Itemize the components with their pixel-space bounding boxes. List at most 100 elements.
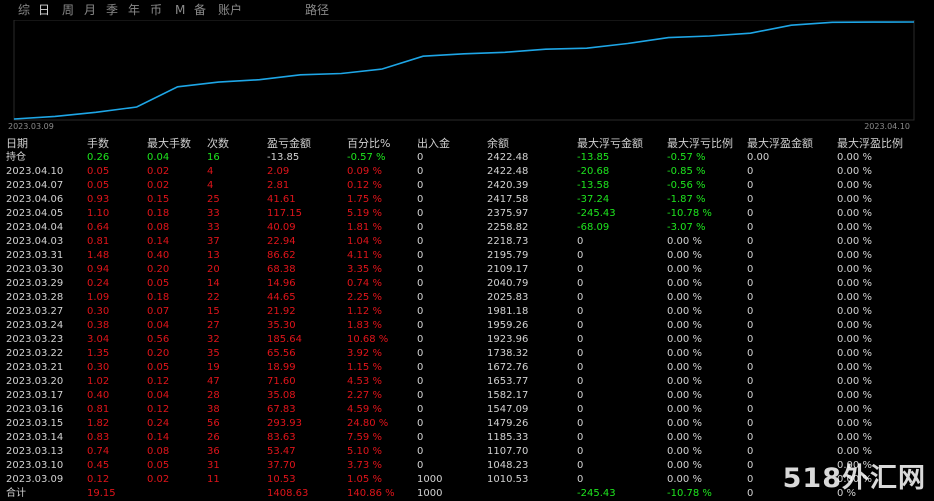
- table-row[interactable]: 2023.04.03 0.81 0.14 37 22.94 1.04 % 0 2218.73 0…: [0, 235, 934, 249]
- watermark-logo: 518外汇网: [782, 463, 926, 494]
- cell-max-lots: 0.02: [147, 180, 170, 191]
- cell-balance: 1981.18: [487, 306, 529, 317]
- holding-row[interactable]: 持仓 0.26 0.04 16 -13.85 -0.57 % 0 2422.48 -13.85 -…: [0, 151, 934, 165]
- cell-date: 2023.03.10: [6, 460, 64, 471]
- table-row[interactable]: 2023.03.31 1.48 0.40 13 86.62 4.11 % 0 2195.79 0…: [0, 249, 934, 263]
- cell-trades: 35: [207, 348, 220, 359]
- tab-6[interactable]: 币: [150, 3, 163, 17]
- cell-max-float-loss-pct: 0.00 %: [667, 250, 702, 261]
- cell-max-float-profit: 0: [747, 236, 754, 247]
- tab-0[interactable]: 综: [18, 3, 31, 17]
- table-row[interactable]: 2023.04.06 0.93 0.15 25 41.61 1.75 % 0 2417.58 -…: [0, 193, 934, 207]
- cell-max-lots: 0.04: [147, 390, 170, 401]
- cell-trades: 28: [207, 390, 220, 401]
- table-row[interactable]: 2023.03.22 1.35 0.20 35 65.56 3.92 % 0 1738.32 0…: [0, 347, 934, 361]
- cell-max-float-profit-pct: 0.00 %: [837, 306, 872, 317]
- column-header: 最大浮亏金额: [577, 137, 643, 150]
- cell-max-lots: 0.56: [147, 334, 170, 345]
- cell-max-float-profit-pct: 0.00 %: [837, 362, 872, 373]
- cell-date: 2023.04.03: [6, 236, 64, 247]
- cell-balance: 1582.17: [487, 390, 529, 401]
- cell-pnl: 37.70: [267, 460, 296, 471]
- total-row[interactable]: 合计 19.15 1408.63 140.86 % 1000 -245.43 -10.78 …: [0, 487, 934, 501]
- cell-pct: 0.74 %: [347, 278, 382, 289]
- cell-lots: 1.10: [87, 208, 110, 219]
- x-axis-end-label: 2023.04.10: [864, 122, 910, 131]
- table-row[interactable]: 2023.04.10 0.05 0.02 4 2.09 0.09 % 0 2422.48 -20…: [0, 165, 934, 179]
- tab-9[interactable]: 账户: [218, 3, 243, 17]
- cell-balance: 2025.83: [487, 292, 529, 303]
- table-row[interactable]: 2023.04.05 1.10 0.18 33 117.15 5.19 % 0 2375.97…: [0, 207, 934, 221]
- cell-max-float-profit-pct: 0.00 %: [837, 222, 872, 233]
- cell-max-lots: 0.15: [147, 194, 170, 205]
- cell-max-float-loss: -13.58: [577, 180, 610, 191]
- cell-io: 0: [417, 292, 424, 303]
- column-header: 百分比%: [347, 137, 391, 150]
- tab-1[interactable]: 日: [38, 3, 51, 17]
- tab-8[interactable]: 备: [194, 3, 207, 17]
- cell-io: 0: [417, 222, 424, 233]
- cell-lots: 0.24: [87, 278, 110, 289]
- cell-pct: 4.11 %: [347, 250, 382, 261]
- cell-max-float-loss-pct: 0.00 %: [667, 292, 702, 303]
- table-row[interactable]: 2023.03.10 0.45 0.05 31 37.70 3.73 % 0 1048.23 0…: [0, 459, 934, 473]
- tab-4[interactable]: 季: [106, 3, 119, 17]
- tab-7[interactable]: M: [175, 3, 186, 17]
- table-row[interactable]: 2023.03.30 0.94 0.20 20 68.38 3.35 % 0 2109.17 0…: [0, 263, 934, 277]
- tab-2[interactable]: 周: [62, 3, 75, 17]
- tab-5[interactable]: 年: [128, 3, 141, 17]
- table-row[interactable]: 2023.03.27 0.30 0.07 15 21.92 1.12 % 0 1981.18 0…: [0, 305, 934, 319]
- table-row[interactable]: 2023.03.24 0.38 0.04 27 35.30 1.83 % 0 1959.26 0…: [0, 319, 934, 333]
- cell-max-float-profit-pct: 0 %: [837, 488, 857, 499]
- cell-date: 2023.03.20: [6, 376, 64, 387]
- cell-date: 持仓: [6, 152, 26, 163]
- table-row[interactable]: 2023.03.21 0.30 0.05 19 18.99 1.15 % 0 1672.76 0…: [0, 361, 934, 375]
- cell-pct: 0.12 %: [347, 180, 382, 191]
- table-row[interactable]: 2023.03.28 1.09 0.18 22 44.65 2.25 % 0 2025.83 0…: [0, 291, 934, 305]
- cell-trades: 56: [207, 418, 220, 429]
- cell-balance: 2417.58: [487, 194, 529, 205]
- cell-balance: 2422.48: [487, 152, 529, 163]
- cell-lots: 0.40: [87, 390, 110, 401]
- cell-lots: 0.83: [87, 432, 110, 443]
- table-row[interactable]: 2023.03.17 0.40 0.04 28 35.08 2.27 % 0 1582.17 0…: [0, 389, 934, 403]
- table-row[interactable]: 2023.04.07 0.05 0.02 4 2.81 0.12 % 0 2420.39 -13…: [0, 179, 934, 193]
- cell-balance: 1107.70: [487, 446, 529, 457]
- table-row[interactable]: 2023.03.15 1.82 0.24 56 293.93 24.80 % 0 1479.2…: [0, 417, 934, 431]
- table-row[interactable]: 2023.03.13 0.74 0.08 36 53.47 5.10 % 0 1107.70 0…: [0, 445, 934, 459]
- cell-max-float-profit-pct: 0.00 %: [837, 460, 872, 471]
- table-row[interactable]: 2023.03.14 0.83 0.14 26 83.63 7.59 % 0 1185.33 0…: [0, 431, 934, 445]
- cell-io: 0: [417, 432, 424, 443]
- table-row[interactable]: 2023.03.16 0.81 0.12 38 67.83 4.59 % 0 1547.09 0…: [0, 403, 934, 417]
- cell-max-float-loss: -20.68: [577, 166, 610, 177]
- cell-max-float-profit: 0: [747, 488, 754, 499]
- table-row[interactable]: 2023.03.23 3.04 0.56 32 185.64 10.68 % 0 1923.9…: [0, 333, 934, 347]
- cell-lots: 0.26: [87, 152, 110, 163]
- cell-pnl: 1408.63: [267, 488, 309, 499]
- cell-pct: 10.68 %: [347, 334, 389, 345]
- table-row[interactable]: 2023.03.20 1.02 0.12 47 71.60 4.53 % 0 1653.77 0…: [0, 375, 934, 389]
- cell-trades: 31: [207, 460, 220, 471]
- cell-pct: 1.83 %: [347, 320, 382, 331]
- cell-pnl: 293.93: [267, 418, 302, 429]
- cell-max-lots: 0.20: [147, 348, 170, 359]
- cell-balance: 1010.53: [487, 474, 529, 485]
- cell-max-lots: 0.18: [147, 292, 170, 303]
- tab-10[interactable]: 路径: [305, 3, 330, 17]
- cell-max-float-loss: 0: [577, 250, 584, 261]
- balance-series-line: [13, 21, 915, 120]
- cell-date: 2023.03.28: [6, 292, 64, 303]
- table-row[interactable]: 2023.04.04 0.64 0.08 33 40.09 1.81 % 0 2258.82 -…: [0, 221, 934, 235]
- tab-3[interactable]: 月: [84, 3, 97, 17]
- cell-balance: 2109.17: [487, 264, 529, 275]
- table-row[interactable]: 2023.03.29 0.24 0.05 14 14.96 0.74 % 0 2040.79 0…: [0, 277, 934, 291]
- x-axis-start-label: 2023.03.09: [8, 122, 54, 131]
- cell-pnl: 65.56: [267, 348, 296, 359]
- cell-max-float-profit: 0: [747, 292, 754, 303]
- table-row[interactable]: 2023.03.09 0.12 0.02 11 10.53 1.05 % 1000 1010.…: [0, 473, 934, 487]
- cell-max-lots: 0.14: [147, 236, 170, 247]
- cell-lots: 0.30: [87, 362, 110, 373]
- cell-max-lots: 0.02: [147, 474, 170, 485]
- cell-max-float-loss-pct: 0.00 %: [667, 474, 702, 485]
- cell-max-float-profit: 0: [747, 376, 754, 387]
